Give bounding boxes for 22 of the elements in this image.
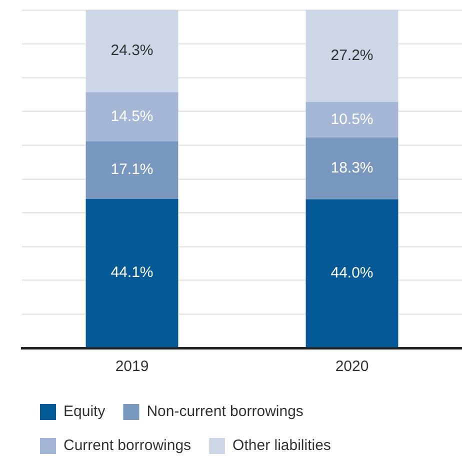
data-label: 44.1% [110, 264, 154, 282]
legend-label: Non-current borrowings [146, 403, 304, 420]
legend-label: Equity [64, 403, 106, 420]
bar [306, 199, 398, 348]
legend-label: Current borrowings [64, 437, 192, 454]
bar [86, 10, 178, 92]
bar [86, 198, 178, 348]
bar [306, 10, 398, 102]
data-label: 18.3% [330, 159, 374, 176]
data-label: 17.1% [110, 161, 154, 178]
data-label: 27.2% [330, 47, 374, 64]
bar [86, 141, 178, 199]
x-tick-label: 2020 [335, 358, 369, 376]
bar [306, 102, 398, 138]
data-label: 14.5% [110, 108, 154, 125]
data-label: 44.0% [330, 264, 374, 282]
data-label: 24.3% [110, 42, 154, 60]
legend-label: Other liabilities [232, 437, 331, 454]
bar [86, 92, 178, 142]
x-tick-label: 2019 [115, 358, 149, 376]
bar [306, 137, 398, 200]
data-label: 10.5% [330, 110, 374, 128]
